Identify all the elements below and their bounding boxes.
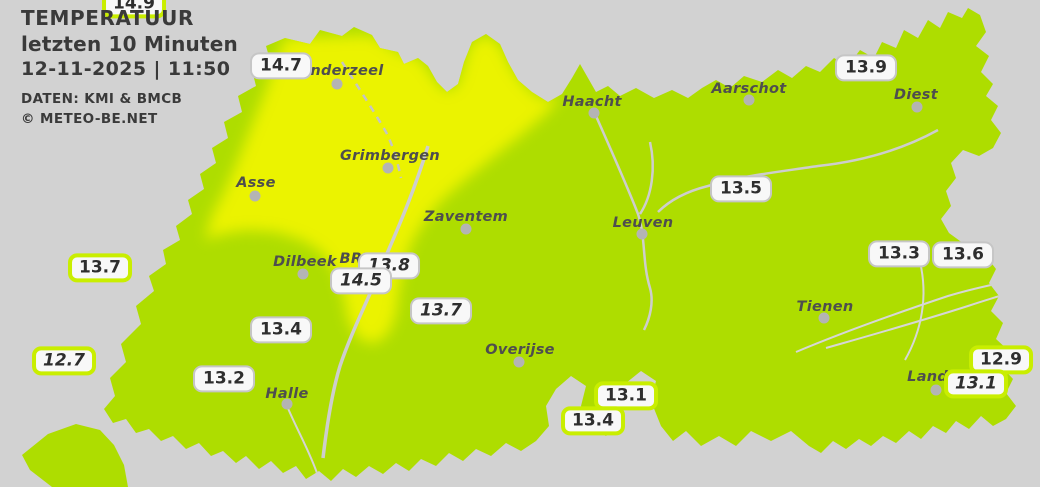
city-label-haacht: Haacht [562,94,622,110]
road-line-halle [286,405,319,477]
river-branch-line [638,141,654,215]
date-time-label: 12-11-2025 | 11:50 [21,58,231,81]
city-marker-landen [930,384,942,396]
page-subtitle: letzten 10 Minuten [21,31,238,56]
city-marker-aarschot [743,94,755,106]
city-label-asse: Asse [236,175,276,191]
station-badge: 14.7 [250,52,312,80]
city-marker-halle [281,398,293,410]
city-label-diest: Diest [894,87,938,103]
station-badge: 13.3 [868,240,930,268]
station-badge: 13.7 [68,253,132,283]
station-badge: 14.9 [102,0,166,19]
page-title: TEMPERATUUR [21,6,194,30]
station-badge: 13.6 [932,241,994,269]
station-badge: 13.4 [250,316,312,344]
header: TEMPERATUUR letzten 10 Minuten 12-11-202… [21,6,238,129]
city-label-halle: Halle [265,386,309,402]
city-marker-londerzeel [331,78,343,90]
city-label-aarschot: Aarschot [711,81,787,97]
river-demer-line [657,128,939,213]
data-source-label: DATEN: KMI & BMCB [21,90,183,107]
city-label-overijse: Overijse [485,342,555,358]
station-badge: 13.1 [944,369,1008,399]
river-gete-line-2 [825,291,1013,349]
province-border-dashed [340,61,403,179]
city-marker-zaventem [460,223,472,235]
city-label-grimbergen: Grimbergen [339,148,441,164]
city-label-tienen: Tienen [796,299,854,315]
city-label-leuven: Leuven [612,215,674,231]
station-badge: 13.5 [710,175,772,203]
city-marker-grimbergen [382,162,394,174]
city-marker-dilbeek [297,268,309,280]
station-badge: 13.7 [410,297,472,325]
city-label-zaventem: Zaventem [423,209,509,225]
station-badge: 13.1 [594,381,658,411]
canal-line [321,145,430,459]
city-marker-overijse [513,356,525,368]
map-region-west-tip [22,424,128,487]
station-badge: 13.9 [835,54,897,82]
city-label-londerzeel: Londerzeel [290,63,384,79]
station-badge: 14.5 [330,267,392,295]
station-badge: 13.2 [193,365,255,393]
city-marker-haacht [588,107,600,119]
city-marker-leuven [636,228,648,240]
city-marker-diest [911,101,923,113]
copyright-label: © METEO-BE.NET [21,111,158,128]
station-badge: 12.7 [32,346,96,376]
boundary-line-east [904,261,925,361]
city-marker-tienen [818,312,830,324]
map-region-warm [205,34,560,344]
city-label-dilbeek: Dilbeek [273,254,337,270]
city-marker-asse [249,190,261,202]
station-badge: 13.4 [561,406,625,436]
